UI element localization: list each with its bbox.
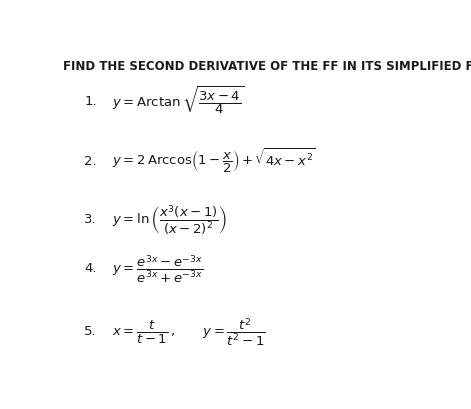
Text: 2.: 2.: [84, 154, 97, 167]
Text: $y = 2\,\mathrm{Arccos}\left( 1 - \dfrac{x}{2}\right) + \sqrt{4x - x^2}$: $y = 2\,\mathrm{Arccos}\left( 1 - \dfrac…: [112, 147, 316, 175]
Text: $y = \mathrm{Arctan}\,\sqrt{\dfrac{3x-4}{4}}$: $y = \mathrm{Arctan}\,\sqrt{\dfrac{3x-4}…: [112, 85, 244, 117]
Text: 5.: 5.: [84, 324, 97, 337]
Text: 3.: 3.: [84, 213, 97, 226]
Text: 1.: 1.: [84, 94, 97, 108]
Text: $y = \dfrac{e^{3x}-e^{-3x}}{e^{3x}+e^{-3x}}$: $y = \dfrac{e^{3x}-e^{-3x}}{e^{3x}+e^{-3…: [112, 252, 203, 284]
Text: 4.: 4.: [84, 261, 97, 274]
Text: FIND THE SECOND DERIVATIVE OF THE FF IN ITS SIMPLIFIED FORM: FIND THE SECOND DERIVATIVE OF THE FF IN …: [63, 60, 471, 73]
Text: $y = \ln \left(\dfrac{x^3(x-1)}{(x-2)^2}\right)$: $y = \ln \left(\dfrac{x^3(x-1)}{(x-2)^2}…: [112, 202, 227, 236]
Text: $x = \dfrac{t}{t-1}\,,\quad\quad y =\dfrac{t^2}{t^2-1}$: $x = \dfrac{t}{t-1}\,,\quad\quad y =\dfr…: [112, 315, 266, 347]
